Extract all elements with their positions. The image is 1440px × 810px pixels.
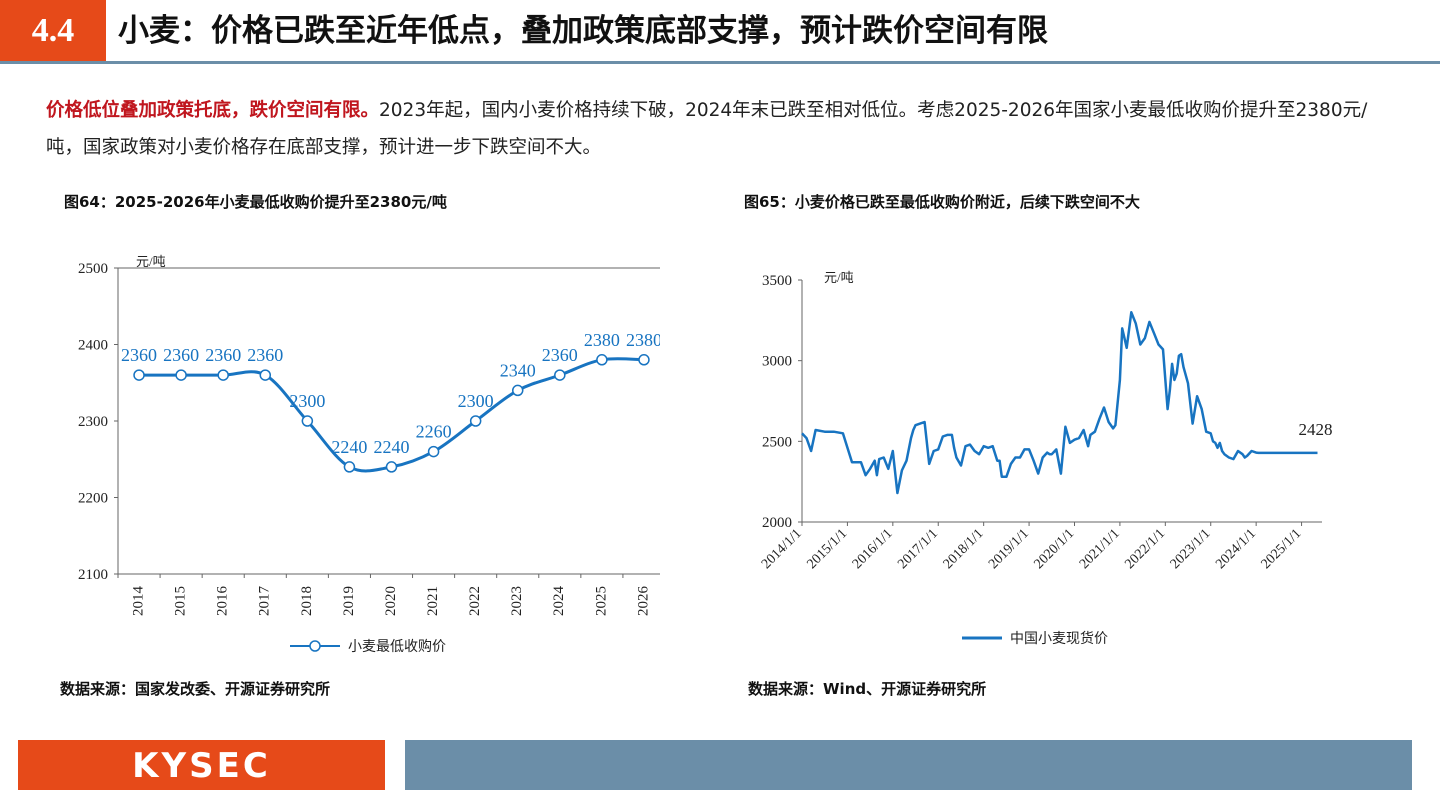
x-tick-label: 2023 <box>509 586 525 616</box>
y-unit-label: 元/吨 <box>824 270 854 285</box>
y-tick-label: 2500 <box>78 261 108 277</box>
x-tick-label: 2017 <box>257 586 273 617</box>
legend-label: 小麦最低收购价 <box>348 639 446 655</box>
x-tick-label: 2026 <box>635 586 651 617</box>
data-label: 2260 <box>416 422 452 442</box>
x-tick-label: 2019/1/1 <box>986 526 1032 572</box>
data-point <box>218 370 228 380</box>
x-tick-label: 2019 <box>341 586 357 616</box>
data-point <box>513 385 523 395</box>
x-tick-label: 2025/1/1 <box>1259 526 1305 572</box>
data-label: 2240 <box>374 437 410 457</box>
y-tick-label: 3500 <box>762 273 792 289</box>
data-point <box>639 355 649 365</box>
y-unit-label: 元/吨 <box>136 254 166 269</box>
x-tick-label: 2022/1/1 <box>1122 526 1168 572</box>
data-label: 2360 <box>205 345 241 365</box>
x-tick-label: 2016 <box>215 586 231 617</box>
y-tick-label: 2400 <box>78 338 108 354</box>
page-title: 小麦：价格已跌至近年低点，叠加政策底部支撑，预计跌价空间有限 <box>118 0 1048 61</box>
data-point <box>429 447 439 457</box>
x-tick-label: 2024 <box>551 586 567 617</box>
data-label: 2240 <box>331 437 367 457</box>
x-tick-label: 2017/1/1 <box>895 526 941 572</box>
x-tick-label: 2015 <box>173 586 189 616</box>
y-tick-label: 2100 <box>78 567 108 583</box>
figure64-title: 图64：2025-2026年小麦最低收购价提升至2380元/吨 <box>64 191 447 212</box>
x-tick-label: 2018 <box>299 586 315 616</box>
x-tick-label: 2023/1/1 <box>1168 526 1214 572</box>
data-label: 2380 <box>626 330 660 350</box>
x-tick-label: 2020 <box>383 586 399 616</box>
y-tick-label: 2200 <box>78 491 108 507</box>
x-tick-label: 2022 <box>467 586 483 616</box>
y-tick-label: 3000 <box>762 354 792 370</box>
figure64-chart: 2100 2200 2300 2400 2500 元/吨 2014 2015 2016 2017 2… <box>50 240 660 680</box>
legend-label: 中国小麦现货价 <box>1010 630 1108 647</box>
data-point <box>471 416 481 426</box>
end-value-label: 2428 <box>1298 420 1332 439</box>
data-point <box>302 416 312 426</box>
x-tick-label: 2014 <box>130 586 146 617</box>
data-label: 2300 <box>289 391 325 411</box>
footer-bar <box>405 740 1412 790</box>
x-tick-label: 2016/1/1 <box>850 526 896 572</box>
data-point <box>555 370 565 380</box>
y-tick-label: 2300 <box>78 414 108 430</box>
y-tick-label: 2500 <box>762 434 792 450</box>
data-label: 2360 <box>542 345 578 365</box>
kysec-logo: KYSEC <box>18 740 385 790</box>
x-tick-label: 2024/1/1 <box>1213 526 1259 572</box>
legend-marker <box>310 641 320 651</box>
figure64-source: 数据来源：国家发改委、开源证券研究所 <box>60 678 330 699</box>
x-tick-label: 2021 <box>425 586 441 616</box>
data-label: 2360 <box>121 345 157 365</box>
data-label: 2380 <box>584 330 620 350</box>
data-label: 2340 <box>500 360 536 380</box>
data-label: 2300 <box>458 391 494 411</box>
data-point <box>597 355 607 365</box>
x-tick-label: 2018/1/1 <box>941 526 987 572</box>
figure65-chart: 2000 2500 3000 3500 元/吨 2014/1/1 2015/1/1 2016/… <box>730 240 1370 670</box>
x-tick-label: 2021/1/1 <box>1077 526 1123 572</box>
section-number: 4.4 <box>0 0 106 61</box>
x-tick-label: 2020/1/1 <box>1032 526 1078 572</box>
plot-frame <box>118 268 660 574</box>
header-divider <box>0 61 1440 64</box>
series-line-spot-price <box>802 312 1318 493</box>
intro-paragraph: 价格低位叠加政策托底，跌价空间有限。2023年起，国内小麦价格持续下破，2024… <box>46 92 1386 166</box>
x-tick-label: 2014/1/1 <box>759 526 805 572</box>
data-point <box>134 370 144 380</box>
x-tick-label: 2025 <box>593 586 609 616</box>
figure65-source: 数据来源：Wind、开源证券研究所 <box>748 678 986 699</box>
figure65-title: 图65：小麦价格已跌至最低收购价附近，后续下跌空间不大 <box>744 191 1140 212</box>
data-label: 2360 <box>163 345 199 365</box>
data-point <box>387 462 397 472</box>
intro-lead: 价格低位叠加政策托底，跌价空间有限。 <box>46 100 379 121</box>
x-tick-label: 2015/1/1 <box>804 526 850 572</box>
data-point <box>344 462 354 472</box>
data-point <box>176 370 186 380</box>
data-point <box>260 370 270 380</box>
y-tick-label: 2000 <box>762 515 792 531</box>
data-label: 2360 <box>247 345 283 365</box>
